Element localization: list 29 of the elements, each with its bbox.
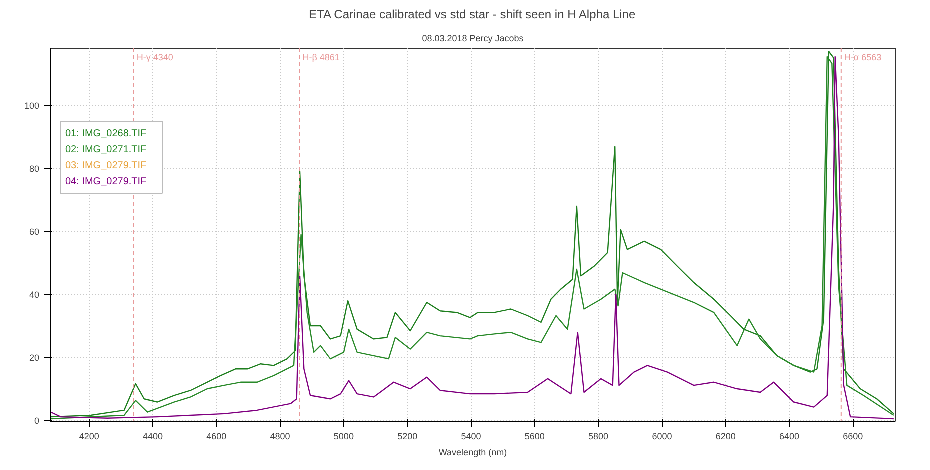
x-tick-label: 6600 (843, 432, 864, 442)
chart-subtitle: 08.03.2018 Percy Jacobs (422, 34, 524, 44)
x-tick-label: 6000 (652, 432, 672, 442)
chart-title: ETA Carinae calibrated vs std star - shift seen in H Alpha Line (309, 8, 636, 22)
x-tick-label: 4200 (79, 432, 100, 442)
x-tick-label: 5400 (461, 432, 482, 442)
ref-line-label: H-β 4861 (302, 52, 340, 62)
x-tick-label: 6400 (780, 432, 800, 442)
x-tick-label: 4800 (270, 432, 290, 442)
text: 01: IMG_0268.TIF (66, 128, 147, 140)
x-tick-label: 5600 (524, 432, 545, 442)
ref-line-label: H-α 6563 (844, 52, 882, 62)
y-tick-label: 60 (29, 226, 40, 237)
y-tick-label: 100 (24, 100, 40, 111)
x-tick-label: 5200 (398, 432, 418, 442)
x-tick-label: 5800 (588, 432, 609, 442)
ref-line-label: H-γ 4340 (136, 52, 174, 62)
legend-label: 03: IMG_0279.TIF (66, 160, 147, 172)
y-tick-label: 80 (29, 164, 40, 174)
y-tick-label: 20 (29, 352, 40, 363)
x-tick-label: 5000 (334, 432, 354, 442)
y-tick-label: 40 (29, 290, 40, 300)
text: 02: IMG_0271.TIF (66, 144, 147, 156)
x-tick-label: 4400 (142, 432, 164, 442)
y-tick-label: 0 (34, 416, 40, 426)
x-axis-title: Wavelength (nm) (438, 448, 508, 458)
text: 04: IMG_0279.TIF (66, 176, 147, 188)
x-tick-label: 4600 (206, 432, 227, 442)
x-tick-label: 6200 (716, 432, 736, 442)
